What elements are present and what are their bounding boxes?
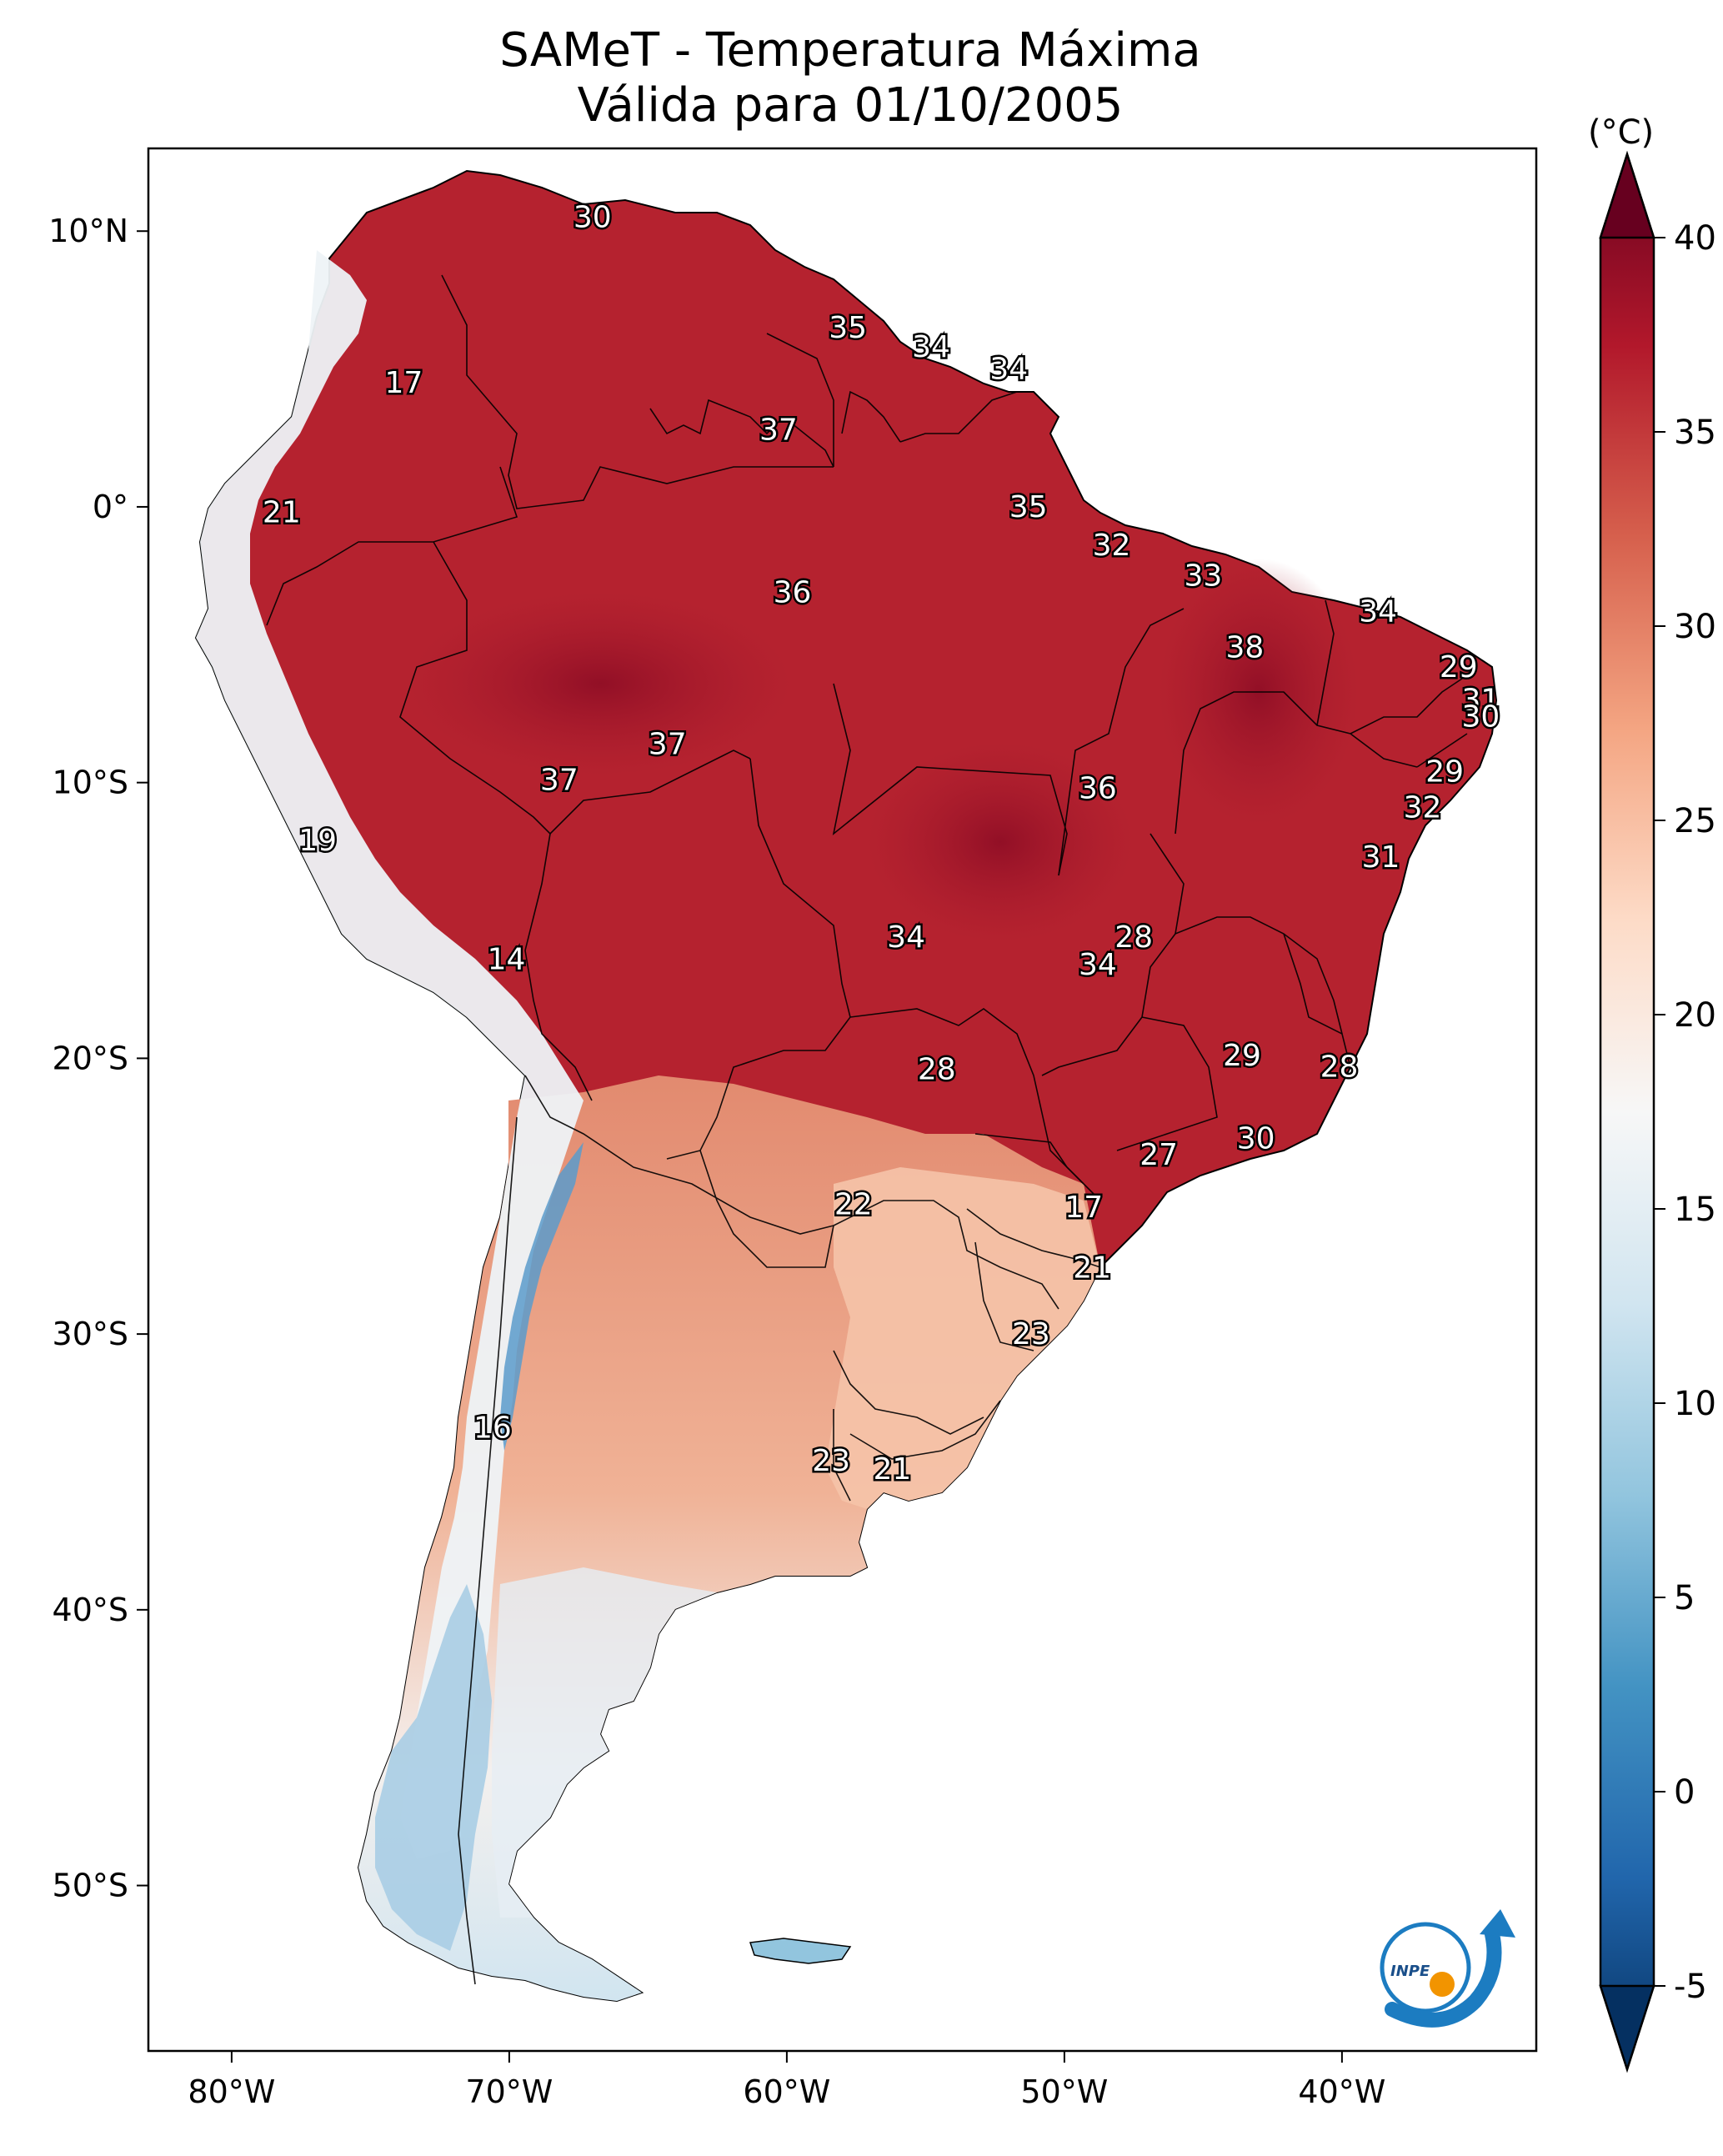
latitude-axis: 10°N 0° 10°S 20°S 30°S 40°S 50°S: [48, 213, 148, 1904]
temperature-value-label: 21: [874, 1452, 912, 1487]
colorbar: (°C) 40 35 30 25 20 15 10 5 0 -5: [1588, 113, 1716, 2073]
lon-tick-label: 40°W: [1298, 2073, 1385, 2110]
patagonia-cold: [375, 1584, 492, 1951]
lat-tick-label: 0°: [93, 489, 128, 525]
lon-tick-label: 70°W: [465, 2073, 553, 2110]
temperature-value-label: 32: [1404, 790, 1442, 825]
colorbar-top-extension: [1599, 150, 1655, 239]
temperature-value-label: 17: [1064, 1191, 1103, 1225]
temperature-value-label: 38: [1225, 631, 1264, 665]
colorbar-tick-label: 0: [1674, 1773, 1695, 1812]
colorbar-tick-label: 35: [1674, 414, 1716, 452]
amazon-hot-core: [408, 592, 792, 775]
temperature-value-label: 30: [573, 201, 612, 235]
temperature-value-label: 16: [473, 1411, 512, 1446]
temperature-value-label: 27: [1139, 1138, 1178, 1172]
temperature-value-label: 29: [1223, 1039, 1261, 1073]
map-title: SAMeT - Temperatura Máxima Válida para 0…: [150, 23, 1550, 133]
temperature-value-label: 37: [540, 763, 579, 797]
colorbar-body: [1599, 150, 1655, 2073]
longitude-axis: 80°W 70°W 60°W 50°W 40°W: [188, 2051, 1385, 2110]
temperature-value-label: 28: [1114, 920, 1153, 955]
continent-shape: [194, 169, 1498, 2003]
colorbar-tick-label: 25: [1674, 802, 1716, 840]
andes-cold-core: [500, 1142, 584, 1451]
central-hot-core: [867, 742, 1134, 942]
country-borders: [266, 274, 1468, 1985]
continent-temperature-field: [194, 169, 1498, 2003]
andes-cool-band: [196, 250, 584, 1859]
temperature-value-label: 34: [1359, 595, 1397, 629]
temperature-value-label: 34: [1079, 948, 1117, 982]
lat-tick-label: 50°S: [53, 1868, 128, 1904]
map-title-line2: Válida para 01/10/2005: [577, 78, 1124, 133]
colorbar-tick-label: 20: [1674, 996, 1716, 1035]
temperature-value-label: 34: [887, 920, 925, 955]
temperature-value-label: 36: [774, 575, 812, 609]
temperature-value-label: 31: [1362, 840, 1400, 875]
temperature-value-label: 14: [488, 942, 526, 976]
temperature-value-label: 23: [812, 1444, 850, 1478]
temperature-value-label: 37: [649, 727, 687, 761]
temperature-value-label: 30: [1237, 1121, 1275, 1156]
temperature-value-label: 31: [1461, 683, 1500, 717]
colorbar-tick-label: 40: [1674, 219, 1716, 258]
map-frame: [147, 147, 1538, 2053]
temperature-value-label: 34: [912, 330, 950, 364]
temperature-value-label: 33: [1184, 559, 1222, 594]
temperature-value-label: 32: [1093, 529, 1131, 563]
temperature-value-label: 35: [829, 311, 867, 345]
temperature-value-label: 34: [989, 353, 1028, 387]
lon-tick-label: 50°W: [1020, 2073, 1108, 2110]
temperature-value-label: 21: [263, 496, 301, 530]
temperature-value-label: 28: [918, 1053, 956, 1087]
lat-tick-label: 10°S: [53, 765, 128, 801]
temperature-value-label: 22: [834, 1188, 873, 1222]
southeast-moderate: [825, 1167, 1100, 1509]
temperature-value-label: 21: [1073, 1251, 1111, 1286]
inpe-logo: INPE: [1380, 1909, 1515, 2028]
temperature-value-label: 37: [759, 413, 798, 447]
lat-tick-label: 30°S: [53, 1316, 128, 1352]
map-title-line1: SAMeT - Temperatura Máxima: [499, 23, 1201, 78]
colorbar-tick-label: 5: [1674, 1579, 1695, 1617]
colorbar-ticks: 40 35 30 25 20 15 10 5 0 -5: [1654, 219, 1716, 2006]
lon-tick-label: 60°W: [743, 2073, 830, 2110]
temperature-value-label: 36: [1079, 771, 1117, 805]
temperature-value-label: 28: [1320, 1050, 1359, 1084]
temperature-value-label: 29: [1425, 755, 1464, 789]
temperature-value-label: 35: [1009, 490, 1048, 524]
lat-tick-label: 20°S: [53, 1040, 128, 1076]
colorbar-unit-label: (°C): [1588, 113, 1654, 152]
lat-tick-label: 40°S: [53, 1592, 128, 1628]
colorbar-bottom-extension: [1599, 1984, 1655, 2073]
temperature-value-label: 29: [1440, 650, 1478, 684]
temperature-value-label: 19: [298, 824, 337, 858]
colorbar-tick-label: 30: [1674, 608, 1716, 646]
colorbar-tick-label: -5: [1674, 1968, 1707, 2006]
temperature-value-label: 17: [384, 366, 423, 400]
lat-tick-label: 10°N: [48, 213, 128, 249]
patagonia-mild: [492, 1567, 717, 1918]
temperature-value-label: 23: [1012, 1317, 1050, 1351]
temperature-value-label: 30: [1461, 699, 1500, 734]
falkland-islands: [749, 1938, 852, 1964]
svg-text:INPE: INPE: [1390, 1963, 1430, 1980]
colorbar-tick-label: 10: [1674, 1385, 1716, 1423]
lon-tick-label: 80°W: [188, 2073, 275, 2110]
colorbar-tick-label: 15: [1674, 1191, 1716, 1229]
